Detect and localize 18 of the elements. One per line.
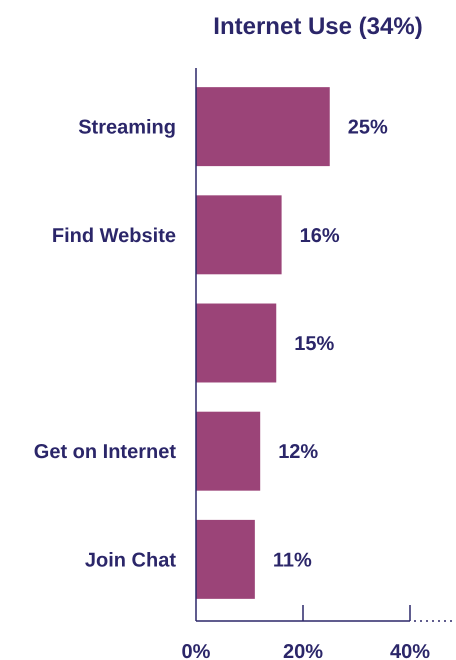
data-label: 25% <box>348 116 388 139</box>
data-label: 15% <box>294 333 334 355</box>
y-tick-label: Streaming <box>78 116 176 139</box>
data-label: 12% <box>278 441 318 464</box>
bar <box>196 195 282 274</box>
y-tick-label: Find Website <box>52 224 176 247</box>
data-label: 16% <box>300 224 340 247</box>
y-tick-label: Join Chat <box>84 549 176 572</box>
bar <box>196 520 255 599</box>
data-label: 11% <box>272 549 312 572</box>
x-tick-label: 40% <box>390 641 430 660</box>
x-tick-label: 0% <box>182 641 211 660</box>
bar <box>196 412 260 491</box>
bar <box>196 304 276 382</box>
chart-title: Internet Use (34%) <box>213 13 423 40</box>
y-tick-label: Get on Internet <box>34 441 176 464</box>
x-tick-label: 20% <box>282 641 324 660</box>
bar <box>196 87 330 166</box>
